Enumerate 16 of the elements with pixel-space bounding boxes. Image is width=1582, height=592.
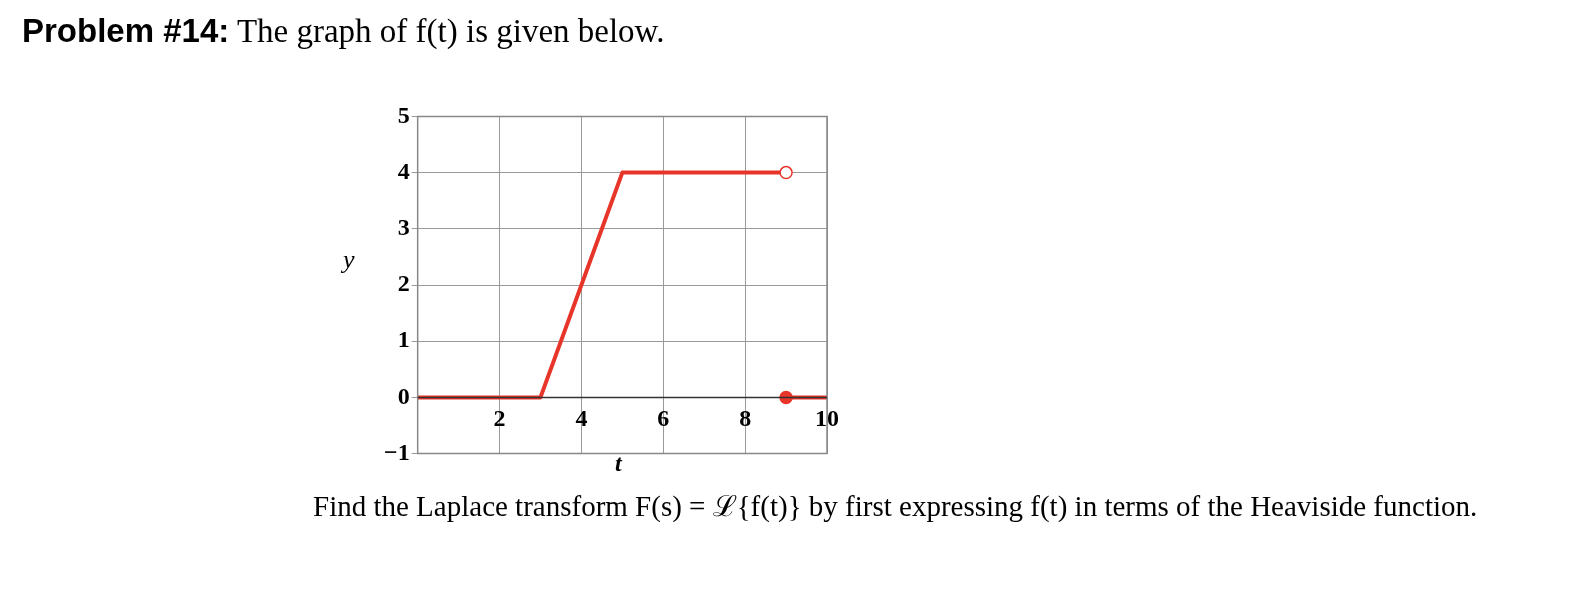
y-tick-label: −1 — [383, 438, 410, 465]
x-tick-label: 10 — [815, 405, 839, 431]
x-tick-label: 6 — [657, 405, 670, 431]
y-axis-title: y — [343, 245, 355, 275]
x-tick-label: 2 — [493, 405, 506, 431]
x-axis-title: t — [615, 450, 622, 477]
text: Find the Laplace transform F(s) = ℒ{f(t)} by first expressing f(t) in terms of the Heaviside function. — [313, 489, 1479, 524]
y-tick-label: 4 — [397, 157, 410, 184]
x-tick-label: 8 — [739, 405, 752, 431]
x-tick-label: 4 — [575, 405, 588, 431]
y-tick-label: 3 — [397, 214, 410, 240]
y-tick-label: 0 — [397, 382, 410, 409]
y-tick-label: 1 — [397, 326, 410, 353]
y-tick-label: 5 — [397, 101, 410, 128]
y-tick-label: 2 — [397, 270, 410, 297]
chart-title: Problem #14: The graph of f(t) is given below. — [22, 12, 665, 50]
